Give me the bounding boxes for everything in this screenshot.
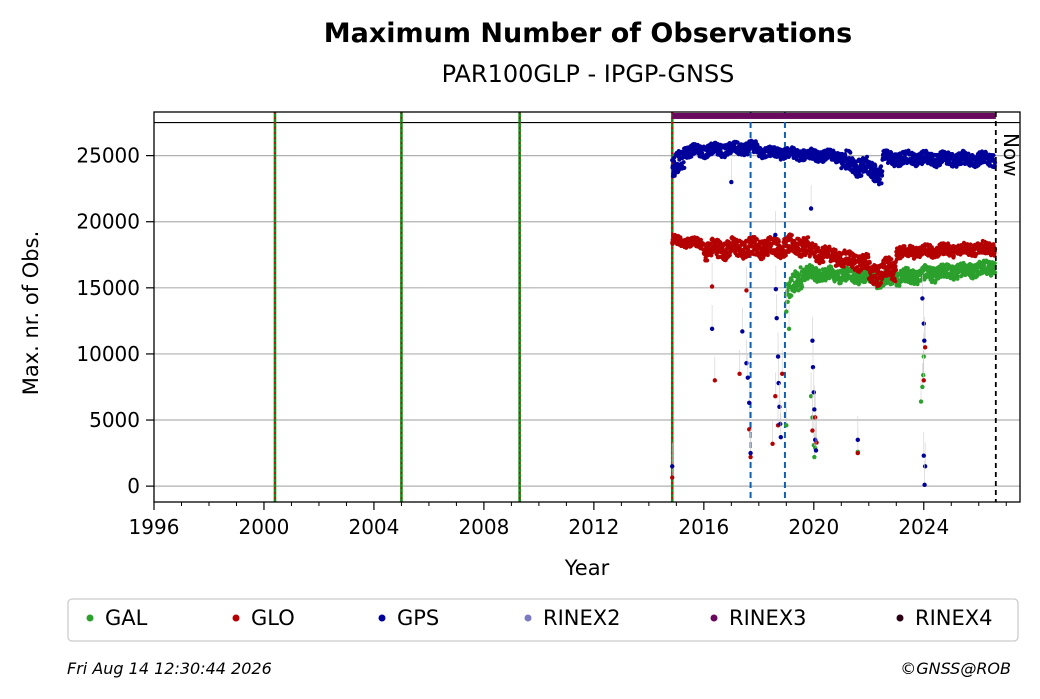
- outlier-point: [921, 354, 926, 359]
- outlier-point: [709, 326, 715, 332]
- outlier-point: [922, 464, 928, 469]
- outlier-point: [812, 454, 817, 460]
- rinex3-availability-bar: [672, 112, 996, 119]
- legend: GAL GLO GPS RINEX2 RINEX3 RINEX4: [67, 598, 1019, 642]
- outlier-point: [778, 421, 783, 427]
- outlier-point: [811, 390, 817, 395]
- outlier-point: [709, 284, 715, 289]
- outlier-point: [748, 454, 753, 460]
- x-tick-label: 2024: [898, 515, 949, 539]
- legend-label-rinex2: RINEX2: [543, 606, 621, 630]
- legend-marker-rinex2: [524, 614, 532, 622]
- y-tick-label: 25000: [76, 144, 140, 168]
- outlier-point: [921, 372, 926, 378]
- outlier-point: [776, 380, 781, 386]
- legend-frame: [67, 598, 1019, 642]
- legend-label-gps: GPS: [397, 606, 439, 630]
- outlier-point: [812, 407, 817, 412]
- outlier-point: [922, 482, 927, 488]
- legend-marker-rinex4: [896, 614, 904, 622]
- data-points-gps: [670, 138, 998, 187]
- legend-marker-gal: [86, 614, 94, 622]
- chart-subtitle: PAR100GLP - IPGP-GNSS: [442, 60, 735, 88]
- chart-title: Maximum Number of Observations: [324, 18, 852, 49]
- legend-label-glo: GLO: [251, 606, 295, 630]
- outlier-point: [745, 375, 751, 380]
- outlier-point: [775, 354, 781, 359]
- x-tick-label: 2012: [568, 515, 619, 539]
- x-tick-label: 1996: [129, 515, 180, 539]
- x-tick-label: 2000: [239, 515, 290, 539]
- outlier-point: [778, 435, 784, 440]
- outlier-point: [921, 453, 926, 458]
- annotations: Now: [672, 112, 1023, 502]
- data-series: [670, 138, 998, 488]
- outlier-point: [855, 437, 860, 443]
- outlier-point: [773, 232, 778, 238]
- legend-marker-glo: [232, 614, 240, 622]
- outlier-point: [920, 384, 925, 390]
- outlier-point: [712, 378, 718, 383]
- x-tick-label: 2004: [348, 515, 399, 539]
- outlier-point: [813, 448, 819, 453]
- outlier-point: [779, 371, 785, 376]
- x-axis-label: Year: [564, 556, 610, 580]
- y-tick-label: 15000: [76, 276, 140, 300]
- outlier-point: [920, 296, 925, 301]
- outlier-point: [808, 206, 814, 211]
- outlier-point: [855, 450, 860, 456]
- outlier-point: [784, 309, 789, 314]
- x-tick-label: 2020: [788, 515, 839, 539]
- outlier-point: [774, 316, 779, 321]
- x-axis-ticks: 1996 2000 2004 2008 2012 2016 2020 2024: [129, 502, 1007, 539]
- data-points-glo: [670, 232, 998, 289]
- outlier-point: [670, 475, 675, 480]
- outlier-point: [918, 399, 924, 404]
- outlier-point: [737, 371, 742, 376]
- outlier-point: [810, 364, 816, 370]
- outlier-point: [786, 326, 792, 332]
- outlier-point: [921, 321, 926, 326]
- outlier-point: [773, 394, 778, 399]
- plot-frame: [153, 111, 1021, 503]
- outlier-point: [810, 338, 815, 343]
- footer-timestamp: Fri Aug 14 12:30:44 2026: [67, 659, 272, 678]
- outlier-point: [777, 404, 782, 410]
- outlier-point: [670, 464, 675, 469]
- outlier-point: [810, 428, 815, 433]
- outlier-point: [748, 450, 753, 456]
- y-tick-label: 0: [127, 474, 140, 498]
- legend-label-rinex4: RINEX4: [915, 606, 993, 630]
- now-label: Now: [999, 133, 1023, 177]
- outlier-point: [747, 400, 752, 406]
- outlier-point: [922, 345, 928, 350]
- outlier-point: [744, 288, 749, 293]
- outlier-point: [740, 329, 745, 334]
- event-lines: [273, 112, 786, 502]
- outlier-point: [784, 423, 789, 428]
- y-axis-ticks: 0 5000 10000 15000 20000 25000: [76, 144, 154, 498]
- legend-marker-rinex3: [710, 614, 718, 622]
- outlier-point: [922, 338, 927, 343]
- legend-marker-gps: [378, 614, 386, 622]
- grid-lines: [154, 121, 1020, 487]
- y-axis-label: Max. nr. of Obs.: [19, 231, 43, 396]
- x-tick-label: 2016: [678, 515, 729, 539]
- series-gps: [670, 138, 998, 488]
- outlier-point: [921, 378, 926, 383]
- outlier-point: [773, 286, 779, 292]
- outlier-point: [812, 437, 818, 443]
- x-tick-label: 2008: [458, 515, 509, 539]
- y-tick-label: 10000: [76, 342, 140, 366]
- outlier-point: [770, 441, 775, 447]
- footer-credit: ©GNSS@ROB: [900, 659, 1011, 678]
- legend-label-gal: GAL: [105, 606, 148, 630]
- legend-label-rinex3: RINEX3: [729, 606, 807, 630]
- y-tick-label: 5000: [89, 408, 140, 432]
- outlier-point: [729, 179, 734, 185]
- y-tick-label: 20000: [76, 210, 140, 234]
